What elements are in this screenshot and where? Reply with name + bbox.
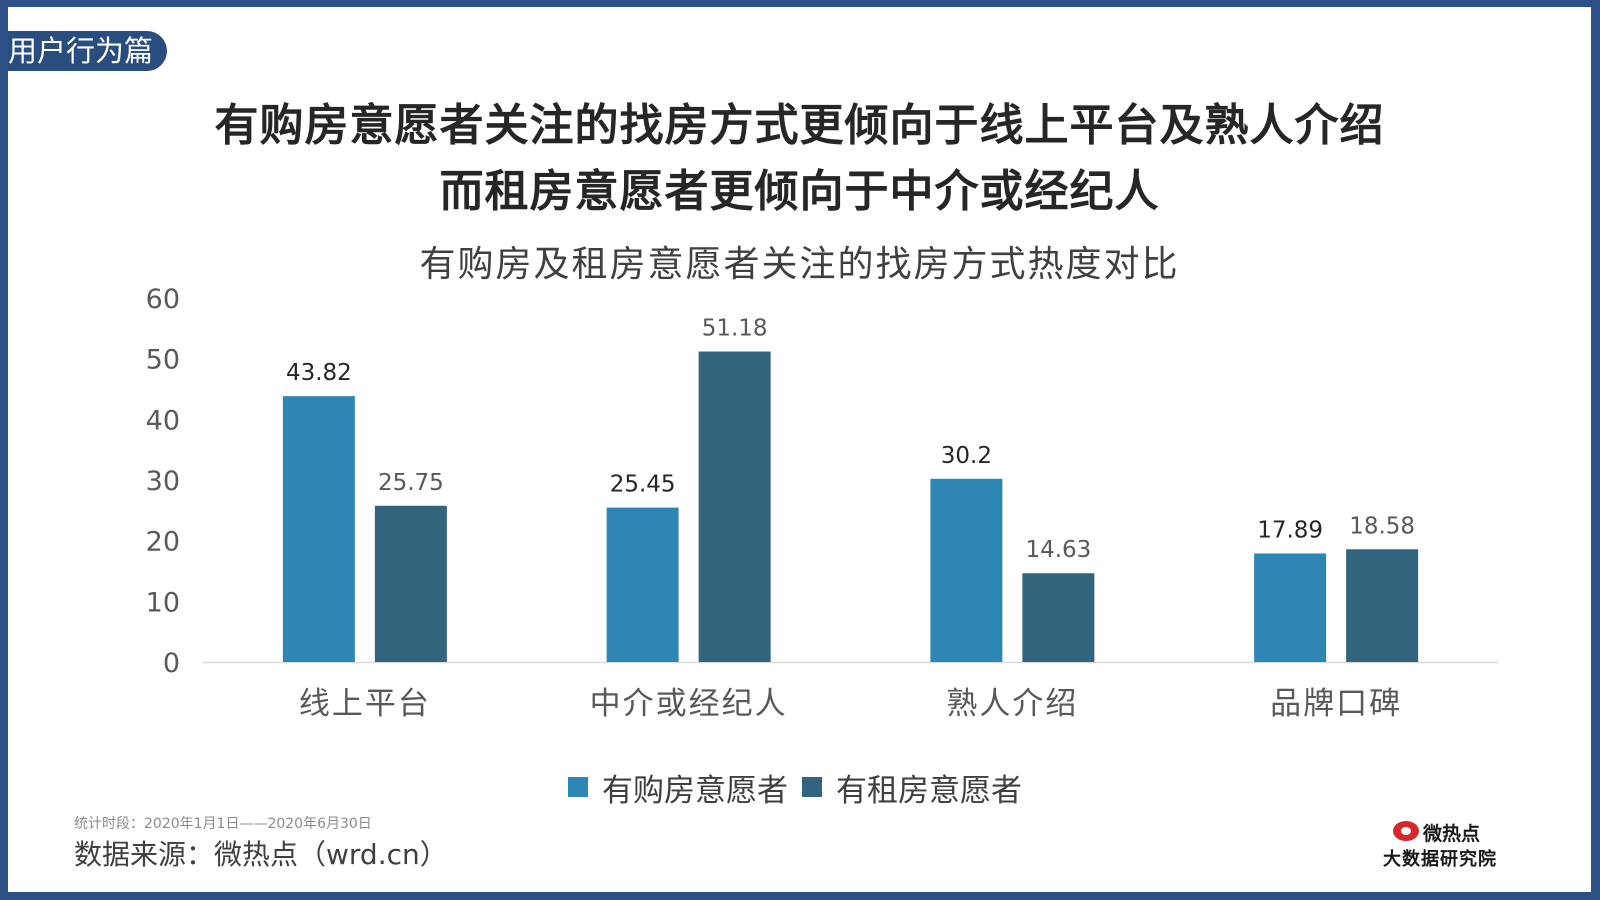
y-tick-label: 0 — [163, 648, 180, 679]
stat-period: 统计时段：2020年1月1日——2020年6月30日 — [74, 816, 372, 832]
headline-line-2: 而租房意愿者更倾向于中介或经纪人 — [439, 166, 1160, 217]
brand-logo: 微热点 大数据研究院 — [1383, 819, 1533, 879]
y-tick-label: 20 — [146, 527, 180, 558]
x-tick-label: 品牌口碑 — [1270, 686, 1402, 722]
data-label: 30.2 — [941, 443, 992, 469]
bar-buy — [282, 396, 355, 662]
y-tick-label: 60 — [146, 284, 180, 315]
slide: 用户行为篇 有购房意愿者关注的找房方式更倾向于线上平台及熟人介绍 而租房意愿者更… — [8, 7, 1591, 892]
section-tag: 用户行为篇 — [8, 31, 168, 71]
legend: 有购房意愿者 有租房意愿者 — [568, 765, 1036, 810]
x-tick-label: 熟人介绍 — [946, 686, 1078, 722]
chart-title: 有购房及租房意愿者关注的找房方式热度对比 — [419, 244, 1180, 285]
y-tick-label: 10 — [146, 587, 180, 618]
data-label: 17.89 — [1257, 517, 1323, 543]
bar-rent — [698, 351, 771, 662]
y-tick-label: 50 — [146, 345, 180, 376]
bar-rent — [1022, 573, 1095, 662]
bar-buy — [930, 478, 1003, 662]
legend-label-rent: 有租房意愿者 — [836, 772, 1022, 809]
data-label: 14.63 — [1025, 537, 1091, 563]
y-tick-label: 40 — [146, 405, 180, 436]
bar-rent — [374, 505, 447, 662]
x-tick-label: 线上平台 — [299, 686, 431, 722]
data-label: 43.82 — [286, 360, 352, 386]
legend-item-rent: 有租房意愿者 — [802, 765, 1022, 810]
data-label: 18.58 — [1349, 513, 1415, 539]
data-label: 25.75 — [378, 470, 444, 496]
legend-swatch-buy — [568, 777, 588, 797]
logo-brand-text: 微热点 — [1423, 823, 1481, 845]
bar-buy — [606, 507, 679, 662]
y-tick-label: 30 — [146, 466, 180, 497]
bar-rent — [1346, 549, 1419, 662]
legend-swatch-rent — [802, 777, 822, 797]
eye-logo-icon — [1393, 821, 1419, 841]
legend-item-buy: 有购房意愿者 — [568, 765, 788, 810]
data-source: 数据来源：微热点（wrd.cn） — [74, 838, 448, 871]
bar-buy — [1254, 553, 1327, 662]
legend-label-buy: 有购房意愿者 — [602, 772, 788, 809]
x-tick-label: 中介或经纪人 — [590, 686, 788, 722]
headline-line-1: 有购房意愿者关注的找房方式更倾向于线上平台及熟人介绍 — [214, 100, 1385, 151]
bar-chart: 0 10 20 30 40 50 60 43.82 25.75 线上平台 25.45 51.18 中介或… — [146, 284, 1498, 722]
logo-sub-text: 大数据研究院 — [1383, 849, 1497, 870]
data-label: 25.45 — [610, 472, 676, 498]
data-label: 51.18 — [702, 316, 768, 342]
